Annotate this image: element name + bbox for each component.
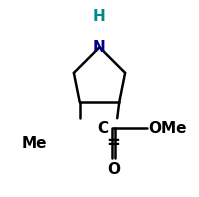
- Text: O: O: [107, 162, 120, 177]
- Text: N: N: [93, 40, 106, 55]
- Text: Me: Me: [22, 136, 47, 151]
- Text: OMe: OMe: [148, 121, 186, 136]
- Text: =: =: [106, 134, 120, 152]
- Text: H: H: [93, 9, 106, 24]
- Text: C: C: [97, 121, 108, 136]
